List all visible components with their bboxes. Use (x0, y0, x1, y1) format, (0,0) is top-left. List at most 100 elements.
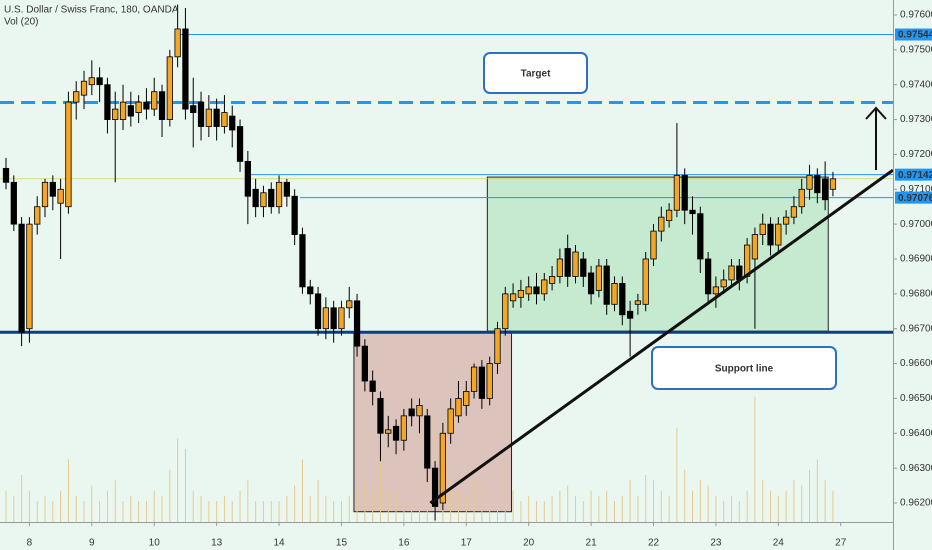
x-tick-label: 24 (773, 538, 785, 549)
candle-body (665, 209, 673, 222)
candle-body (626, 310, 634, 319)
candle-body (743, 244, 751, 277)
candle-body (548, 276, 556, 284)
candle-body (158, 91, 166, 120)
price-label-bg (895, 168, 932, 181)
candle-body (260, 192, 267, 208)
x-tick-label: 14 (273, 538, 285, 549)
candle-body (338, 307, 345, 330)
candle-body (252, 188, 259, 208)
volume-label: Vol (20) (4, 17, 38, 28)
candle-body (80, 80, 88, 96)
zone-box (486, 176, 829, 332)
candle-body (330, 307, 337, 330)
candle-body (720, 279, 727, 288)
candle-body (283, 181, 290, 197)
x-tick-label: 9 (89, 538, 95, 549)
price-label: 0.97142 (898, 170, 932, 181)
candle-body (619, 282, 626, 316)
candle-body (611, 282, 618, 305)
candle-body (486, 363, 493, 399)
candle-body (112, 108, 119, 120)
candle-body (197, 101, 205, 127)
candle-body (346, 300, 353, 309)
candle-body (494, 328, 501, 364)
candle-body (595, 265, 603, 291)
candle-body (361, 345, 368, 382)
x-tick-label: 17 (461, 538, 473, 549)
candle-body (455, 398, 462, 417)
candle-body (806, 174, 813, 190)
candle-body (689, 209, 696, 215)
candle-body (814, 174, 821, 194)
candle-body (658, 216, 665, 232)
candle-body (49, 181, 56, 197)
candle-body (2, 167, 10, 183)
price-label: 0.97544 (898, 30, 932, 41)
candle-body (205, 108, 212, 127)
candle-body (96, 77, 103, 86)
candle-body (18, 223, 25, 333)
candle-body (385, 429, 392, 434)
candle-body (603, 265, 610, 305)
candle-body (416, 404, 423, 417)
candle-body (299, 234, 306, 288)
candle-body (767, 223, 774, 246)
candle-body (268, 188, 275, 208)
candle-body (541, 279, 548, 295)
candle-body (369, 380, 376, 392)
candle-body (392, 425, 400, 441)
plot-area (0, 4, 894, 522)
candle-body (556, 258, 564, 277)
candle-body (244, 160, 251, 197)
candle-body (424, 415, 431, 469)
candle-body (517, 289, 525, 298)
candle-body (478, 366, 486, 399)
candle-body (377, 398, 384, 434)
candle-body (634, 300, 642, 305)
candle-body (291, 195, 298, 235)
candle-body (470, 366, 478, 392)
x-tick-label: 22 (648, 538, 660, 549)
candle-body (439, 432, 447, 504)
candle-body (104, 84, 111, 120)
candle-body (751, 234, 759, 260)
candle-body (275, 181, 283, 208)
candle-body (447, 408, 454, 434)
candle-body (580, 258, 587, 277)
candle-body (821, 178, 829, 201)
candle-body (73, 91, 80, 103)
candle-body (135, 101, 142, 113)
candle-body (314, 293, 322, 330)
candle-body (174, 28, 181, 58)
candle-body (681, 174, 688, 211)
annotation-box (651, 346, 837, 390)
candle-body (829, 178, 837, 190)
candle-body (712, 286, 720, 295)
candle-body (642, 258, 649, 305)
candle-body (509, 293, 517, 302)
candle-body (190, 105, 197, 113)
candle-body (673, 174, 681, 211)
x-tick-label: 16 (398, 538, 410, 549)
candle-body (65, 101, 72, 208)
x-tick-label: 13 (211, 538, 223, 549)
x-tick-label: 15 (336, 538, 348, 549)
annotation-text: Target (521, 69, 551, 80)
candle-body (533, 286, 540, 295)
candle-body (728, 265, 735, 281)
candle-body (587, 272, 595, 295)
candle-body (759, 223, 766, 235)
candle-body (502, 293, 509, 330)
candle-body (564, 248, 571, 277)
candle-body (353, 300, 361, 347)
candle-body (782, 216, 790, 225)
